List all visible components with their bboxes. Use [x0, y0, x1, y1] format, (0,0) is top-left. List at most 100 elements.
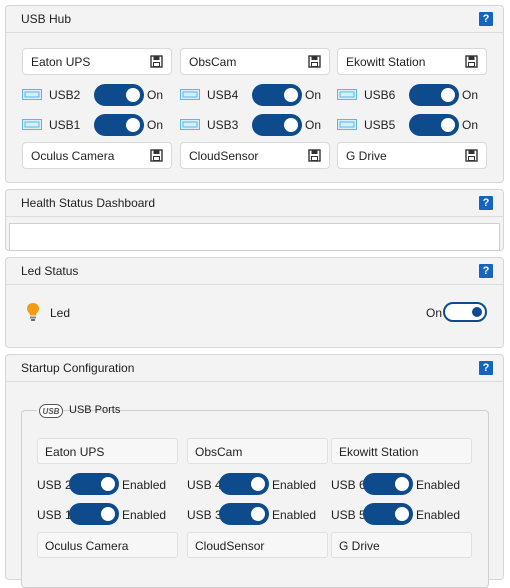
toggle-knob [395, 477, 409, 491]
help-icon[interactable]: ? [479, 12, 493, 26]
usb-port-label: USB 1 [37, 508, 72, 522]
device-name-text: ObsCam [195, 445, 243, 459]
usb-port-icon [22, 89, 42, 100]
toggle-knob [284, 88, 298, 102]
toggle-knob [101, 507, 115, 521]
port-label: USB5 [364, 118, 396, 132]
light-bulb-icon [27, 303, 39, 321]
device-name-text: Eaton UPS [31, 55, 91, 69]
led-status-header: Led Status ? [6, 258, 503, 285]
toggle-knob [101, 477, 115, 491]
usb-port-usb5: USB5 On [337, 113, 487, 137]
port-label: USB6 [364, 88, 396, 102]
toggle-knob [251, 507, 265, 521]
device-name-field[interactable]: CloudSensor [180, 142, 330, 169]
toggle-knob [395, 507, 409, 521]
led-label: Led [50, 306, 71, 320]
device-name-text: G Drive [339, 539, 380, 553]
health-status-box [9, 223, 500, 251]
device-name-field[interactable]: Eaton UPS [22, 48, 172, 75]
port-toggle[interactable] [94, 114, 144, 136]
health-header: Health Status Dashboard ? [6, 190, 503, 217]
enabled-label: Enabled [416, 508, 461, 522]
save-icon[interactable] [465, 55, 478, 68]
device-name-text: Eaton UPS [45, 445, 105, 459]
startup-device-name[interactable]: ObsCam [187, 438, 328, 464]
toggle-knob [441, 88, 455, 102]
startup-device-name[interactable]: Eaton UPS [37, 438, 178, 464]
save-icon[interactable] [150, 55, 163, 68]
port-label: USB1 [49, 118, 81, 132]
usb-ports-legend: USB USB Ports [37, 403, 120, 419]
usb-ports-fieldset [21, 410, 489, 588]
led-status-title: Led Status [21, 264, 79, 278]
device-name-field[interactable]: G Drive [337, 142, 487, 169]
usb-port-label: USB 5 [331, 508, 366, 522]
toggle-knob [441, 118, 455, 132]
usb-port-switch[interactable] [219, 473, 269, 495]
usb-port-switch[interactable] [363, 503, 413, 525]
startup-config-panel: Startup Configuration ? USB USB Ports Ea… [5, 354, 504, 588]
usb-port-icon [180, 119, 200, 130]
port-toggle[interactable] [94, 84, 144, 106]
usb-port-icon [180, 89, 200, 100]
port-toggle[interactable] [409, 84, 459, 106]
enabled-label: Enabled [122, 478, 167, 492]
device-name-text: ObsCam [189, 55, 237, 69]
save-icon[interactable] [465, 149, 478, 162]
usb-port-usb3: USB3 On [180, 113, 330, 137]
toggle-knob [251, 477, 265, 491]
usb-port-usb2: USB2 On [22, 83, 172, 107]
toggle-knob [284, 118, 298, 132]
device-name-text: Oculus Camera [31, 149, 115, 163]
usb-logo-icon: USB [39, 404, 63, 418]
usb-ports-legend-text: USB Ports [69, 404, 121, 416]
toggle-state: On [462, 88, 479, 102]
usb-port-switch[interactable] [219, 503, 269, 525]
port-toggle[interactable] [409, 114, 459, 136]
toggle-state: On [147, 118, 164, 132]
device-name-field[interactable]: Oculus Camera [22, 142, 172, 169]
port-toggle[interactable] [252, 114, 302, 136]
usb-port-icon [337, 89, 357, 100]
health-panel: Health Status Dashboard ? [5, 189, 504, 251]
toggle-knob [126, 88, 140, 102]
port-label: USB4 [207, 88, 239, 102]
port-toggle[interactable] [252, 84, 302, 106]
toggle-state: On [305, 118, 322, 132]
usb-port-switch[interactable] [69, 473, 119, 495]
usb-port-usb1: USB1 On [22, 113, 172, 137]
usb-port-label: USB 3 [187, 508, 222, 522]
device-name-text: Ekowitt Station [339, 445, 419, 459]
usb-hub-title: USB Hub [21, 12, 72, 26]
device-name-text: CloudSensor [195, 539, 265, 553]
device-name-field[interactable]: ObsCam [180, 48, 330, 75]
device-name-text: Oculus Camera [45, 539, 129, 553]
startup-device-name[interactable]: Oculus Camera [37, 532, 178, 558]
toggle-knob [126, 118, 140, 132]
save-icon[interactable] [150, 149, 163, 162]
device-name-text: G Drive [346, 149, 387, 163]
save-icon[interactable] [308, 55, 321, 68]
help-icon[interactable]: ? [479, 196, 493, 210]
usb-port-switch[interactable] [363, 473, 413, 495]
help-icon[interactable]: ? [479, 361, 493, 375]
startup-device-name[interactable]: CloudSensor [187, 532, 328, 558]
usb-port-label: USB 6 [331, 478, 366, 492]
usb-port-icon [22, 119, 42, 130]
usb-port-usb4: USB4 On [180, 83, 330, 107]
device-name-text: Ekowitt Station [346, 55, 426, 69]
device-name-field[interactable]: Ekowitt Station [337, 48, 487, 75]
usb-port-usb6: USB6 On [337, 83, 487, 107]
startup-device-name[interactable]: Ekowitt Station [331, 438, 472, 464]
usb-port-icon [337, 119, 357, 130]
help-icon[interactable]: ? [479, 264, 493, 278]
toggle-state: On [305, 88, 322, 102]
health-title: Health Status Dashboard [21, 196, 156, 210]
led-status-panel: Led Status ? Led On [5, 257, 504, 348]
enabled-label: Enabled [272, 478, 317, 492]
usb-port-switch[interactable] [69, 503, 119, 525]
save-icon[interactable] [308, 149, 321, 162]
startup-device-name[interactable]: G Drive [331, 532, 472, 558]
led-toggle[interactable] [443, 302, 487, 322]
